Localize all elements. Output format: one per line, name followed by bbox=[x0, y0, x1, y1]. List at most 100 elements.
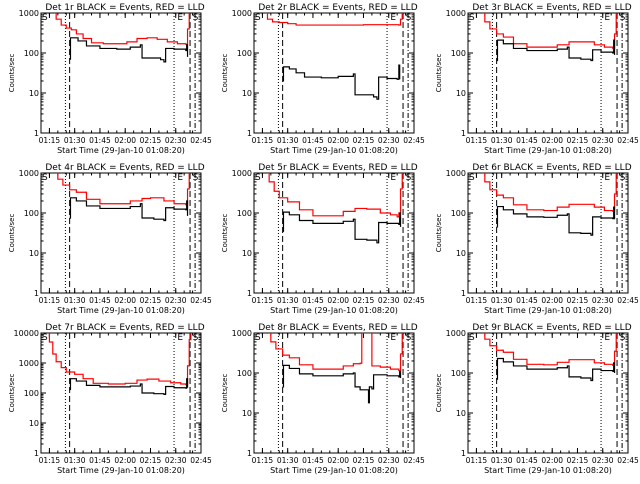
y-tick-label: 1 bbox=[34, 129, 39, 138]
x-axis-label: Start Time (29-Jan-10 01:08:20) bbox=[270, 306, 398, 315]
y-axis-label: Counts/sec bbox=[8, 54, 16, 93]
y-tick-label: 1000 bbox=[446, 9, 466, 18]
y-tick-label: 100 bbox=[24, 389, 39, 398]
x-tick-label: 02:30 bbox=[165, 136, 187, 145]
x-tick-label: 02:00 bbox=[541, 296, 563, 305]
y-tick-label: 1 bbox=[247, 449, 252, 458]
y-tick-label: 100 bbox=[451, 369, 466, 378]
y-tick-label: 1000 bbox=[232, 9, 252, 18]
marker-s-label: S bbox=[620, 333, 626, 343]
x-tick-label: 01:15 bbox=[252, 296, 274, 305]
marker-start-label: S bbox=[42, 173, 48, 183]
y-axis-label: Counts/sec bbox=[221, 214, 229, 253]
series-events-line bbox=[496, 39, 616, 62]
detector-panel: Det 6r BLACK = Events, RED = LLD 1 10 100 10… bbox=[435, 163, 639, 315]
x-tick-label: 02:45 bbox=[190, 296, 212, 305]
x-tick-label: 01:45 bbox=[516, 456, 538, 465]
marker-end-label: E bbox=[177, 13, 183, 23]
x-tick-label: 02:30 bbox=[592, 456, 614, 465]
x-tick-label: 02:45 bbox=[617, 136, 639, 145]
x-tick-label: 01:45 bbox=[302, 136, 324, 145]
x-tick-label: 02:15 bbox=[567, 136, 589, 145]
detector-panel: Det 3r BLACK = Events, RED = LLD 1 10 100 10… bbox=[435, 3, 639, 155]
x-tick-label: 01:30 bbox=[64, 136, 86, 145]
detector-panel: Det 1r BLACK = Events, RED = LLD 1 10 100 10… bbox=[8, 3, 212, 155]
plot-frame bbox=[40, 172, 202, 294]
y-tick-label: 1 bbox=[461, 449, 466, 458]
y-tick-label: 10 bbox=[29, 249, 39, 258]
series-lld-line bbox=[56, 173, 190, 206]
x-tick-label: 02:00 bbox=[327, 136, 349, 145]
series-events-line bbox=[496, 357, 616, 382]
x-tick-label: 02:45 bbox=[403, 296, 425, 305]
series-events-line bbox=[282, 364, 402, 404]
panel-title: Det 3r BLACK = Events, RED = LLD bbox=[472, 3, 631, 13]
plot-frame bbox=[253, 172, 415, 294]
detector-panel: Det 7r BLACK = Events, RED = LLD 1 10 100 10… bbox=[8, 323, 212, 475]
series-lld-line bbox=[483, 173, 617, 212]
x-tick-label: 02:15 bbox=[567, 296, 589, 305]
panel-title: Det 8r BLACK = Events, RED = LLD bbox=[258, 323, 417, 333]
marker-s-label: S bbox=[193, 173, 199, 183]
x-tick-label: 01:30 bbox=[277, 456, 299, 465]
series-lld-line bbox=[47, 333, 192, 386]
x-tick-label: 02:45 bbox=[190, 136, 212, 145]
series-events-line bbox=[282, 211, 402, 244]
panel-title: Det 2r BLACK = Events, RED = LLD bbox=[258, 3, 417, 13]
y-axis-label: Counts/sec bbox=[8, 214, 16, 253]
x-tick-label: 01:15 bbox=[252, 136, 274, 145]
x-tick-label: 01:15 bbox=[39, 296, 61, 305]
detector-panel: Det 4r BLACK = Events, RED = LLD 1 10 100 10… bbox=[8, 163, 212, 315]
y-tick-label: 100 bbox=[237, 369, 252, 378]
y-tick-label: 100 bbox=[24, 209, 39, 218]
x-tick-label: 02:00 bbox=[114, 456, 136, 465]
y-tick-label: 10 bbox=[242, 409, 252, 418]
x-axis-label: Start Time (29-Jan-10 01:08:20) bbox=[484, 306, 612, 315]
plot-frame bbox=[467, 12, 629, 134]
x-axis-label: Start Time (29-Jan-10 01:08:20) bbox=[270, 466, 398, 475]
x-tick-label: 01:30 bbox=[277, 296, 299, 305]
y-axis-label: Counts/sec bbox=[435, 214, 443, 253]
y-tick-label: 100 bbox=[451, 209, 466, 218]
x-tick-label: 02:15 bbox=[353, 136, 375, 145]
x-tick-label: 02:30 bbox=[592, 296, 614, 305]
x-tick-label: 01:15 bbox=[252, 456, 274, 465]
x-tick-label: 01:45 bbox=[89, 456, 111, 465]
plot-frame bbox=[467, 332, 629, 454]
x-tick-label: 02:30 bbox=[378, 296, 400, 305]
x-tick-label: 01:45 bbox=[516, 296, 538, 305]
marker-s-label: S bbox=[620, 13, 626, 23]
x-tick-label: 01:15 bbox=[39, 136, 61, 145]
marker-start-label: S bbox=[469, 333, 475, 343]
x-axis-label: Start Time (29-Jan-10 01:08:20) bbox=[270, 146, 398, 155]
series-events-line bbox=[69, 197, 189, 222]
x-tick-label: 02:15 bbox=[140, 296, 162, 305]
marker-s-label: S bbox=[406, 173, 412, 183]
x-tick-label: 02:45 bbox=[403, 136, 425, 145]
x-axis-label: Start Time (29-Jan-10 01:08:20) bbox=[57, 306, 185, 315]
x-tick-label: 01:30 bbox=[64, 456, 86, 465]
series-lld-line bbox=[265, 13, 403, 26]
series-events-line bbox=[69, 378, 189, 395]
x-axis-label: Start Time (29-Jan-10 01:08:20) bbox=[484, 466, 612, 475]
x-tick-label: 02:30 bbox=[592, 136, 614, 145]
x-tick-label: 01:30 bbox=[277, 136, 299, 145]
series-lld-line bbox=[483, 333, 617, 366]
x-tick-label: 01:30 bbox=[491, 136, 513, 145]
marker-start-label: S bbox=[469, 13, 475, 23]
y-tick-label: 10 bbox=[242, 249, 252, 258]
x-axis-label: Start Time (29-Jan-10 01:08:20) bbox=[57, 466, 185, 475]
y-tick-label: 100 bbox=[451, 49, 466, 58]
y-tick-label: 1 bbox=[461, 289, 466, 298]
series-events-line bbox=[496, 205, 616, 236]
marker-end-label: E bbox=[390, 13, 396, 23]
x-tick-label: 01:45 bbox=[516, 136, 538, 145]
marker-s-label: S bbox=[193, 333, 199, 343]
marker-start-label: S bbox=[255, 333, 261, 343]
x-tick-label: 02:15 bbox=[353, 296, 375, 305]
y-tick-label: 100 bbox=[237, 49, 252, 58]
x-tick-label: 02:30 bbox=[165, 296, 187, 305]
x-tick-label: 01:30 bbox=[491, 456, 513, 465]
